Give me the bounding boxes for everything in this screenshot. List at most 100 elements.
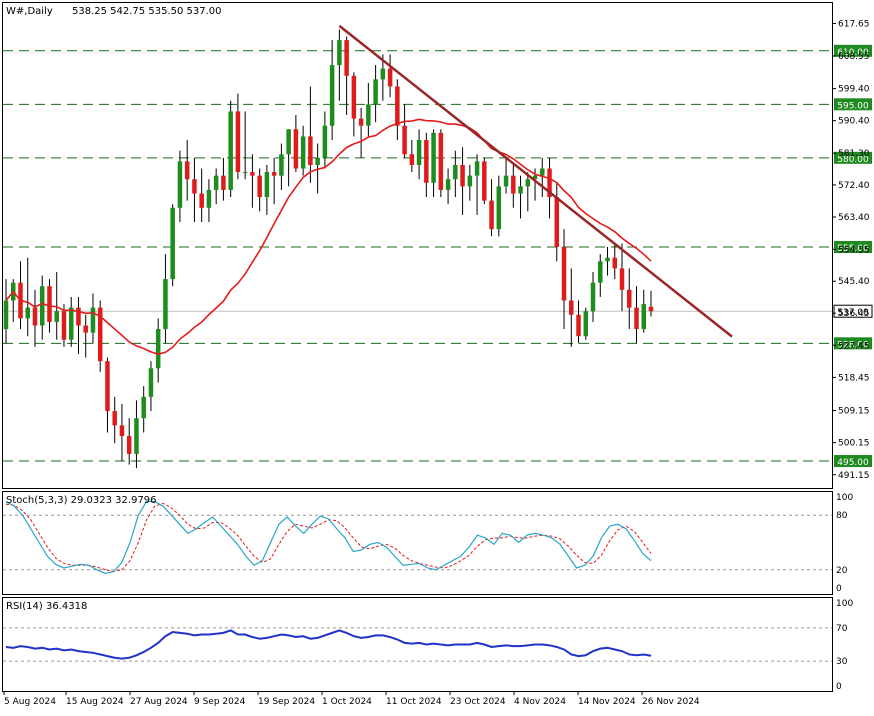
candle-body	[228, 111, 233, 190]
candle-body	[467, 175, 473, 187]
candle-body	[250, 172, 255, 176]
candle-body	[561, 247, 567, 301]
candle-body	[3, 300, 9, 330]
candle-body	[271, 172, 277, 176]
date-label: 11 Oct 2024	[386, 697, 442, 707]
price-level-label: 528.00	[837, 340, 869, 350]
price-level-tag	[834, 455, 872, 468]
candle-body	[213, 175, 219, 190]
current-price-tag	[833, 304, 873, 318]
candle-body	[380, 68, 386, 80]
candle-body	[47, 286, 52, 322]
price-tick-label: 527.45	[838, 341, 870, 351]
candle-body	[119, 425, 125, 437]
candle-body	[416, 139, 422, 165]
candle-body	[554, 197, 560, 247]
candle-body	[286, 129, 291, 155]
candle	[32, 289, 38, 347]
candle-body	[322, 125, 328, 158]
stoch-main-line	[5, 500, 652, 575]
candle-body	[605, 257, 610, 262]
candle	[228, 100, 233, 198]
candle-body	[612, 257, 618, 269]
candle	[221, 157, 226, 201]
candle	[373, 65, 378, 123]
candle-body	[264, 172, 270, 198]
date-label: 9 Sep 2024	[194, 697, 246, 707]
candle	[337, 29, 342, 101]
candle-body	[54, 311, 59, 322]
candle	[68, 296, 74, 347]
candle	[322, 111, 328, 169]
price-tick-label: 572.40	[838, 181, 870, 191]
candle-body	[155, 329, 161, 369]
candle	[561, 229, 567, 330]
candle-body	[409, 154, 415, 165]
candle-body	[221, 175, 226, 190]
candle-body	[518, 186, 523, 194]
candle-body	[184, 161, 190, 180]
price-tick-label: 590.40	[838, 117, 870, 127]
candle	[126, 418, 132, 465]
moving-average-line	[5, 118, 652, 356]
candle	[213, 168, 219, 205]
candle-body	[453, 164, 458, 180]
candle	[206, 179, 212, 223]
candle-body	[97, 307, 103, 362]
candle	[453, 150, 458, 198]
candle-body	[134, 418, 139, 454]
candle	[329, 40, 335, 140]
candle-body	[141, 396, 146, 419]
stoch-tick-label: 20	[836, 566, 848, 576]
candle	[634, 286, 639, 344]
stoch-panel	[2, 491, 833, 595]
candle	[90, 293, 96, 344]
candle	[380, 54, 386, 101]
price-tick-label: 554.35	[838, 245, 870, 255]
candle-body	[387, 68, 393, 87]
candle-body	[83, 325, 88, 333]
candle	[518, 175, 523, 219]
candle	[467, 164, 473, 201]
price-tick-label: 599.40	[838, 85, 870, 95]
price-level-label: 495.00	[837, 458, 869, 468]
candle-body	[235, 111, 241, 173]
rsi-tick-label: 30	[836, 657, 848, 667]
candle	[250, 154, 255, 208]
candle-body	[445, 179, 451, 190]
price-tick-label: 518.45	[838, 373, 870, 383]
rsi-tick-label: 0	[836, 682, 842, 692]
price-level-tag	[834, 98, 872, 111]
candle	[358, 107, 364, 158]
candle-body	[496, 186, 502, 230]
price-level-tag	[834, 44, 872, 57]
candle	[141, 386, 146, 433]
candle	[199, 168, 204, 223]
candle	[279, 143, 284, 190]
candle-body	[32, 307, 38, 326]
price-level-tag	[834, 151, 872, 164]
candle	[119, 403, 125, 462]
candle	[402, 104, 407, 158]
candle	[576, 300, 581, 344]
candle-body	[547, 168, 552, 198]
candle-body	[279, 154, 284, 176]
candle	[424, 132, 429, 198]
price-level-label: 555.00	[837, 244, 869, 254]
candle	[641, 289, 646, 333]
candle	[619, 243, 625, 312]
candle	[503, 157, 509, 194]
candle-body	[619, 268, 625, 290]
candle-body	[460, 164, 465, 187]
candle	[163, 254, 168, 344]
price-tick-label: 617.65	[838, 20, 870, 30]
candle	[105, 357, 110, 433]
price-panel	[2, 2, 833, 489]
chart-header-symbol: W#,Daily	[6, 6, 53, 17]
rsi-panel	[2, 597, 833, 692]
candle-body	[112, 411, 117, 426]
candle-body	[337, 40, 342, 66]
candle	[648, 290, 654, 317]
date-label: 14 Nov 2024	[578, 697, 636, 707]
